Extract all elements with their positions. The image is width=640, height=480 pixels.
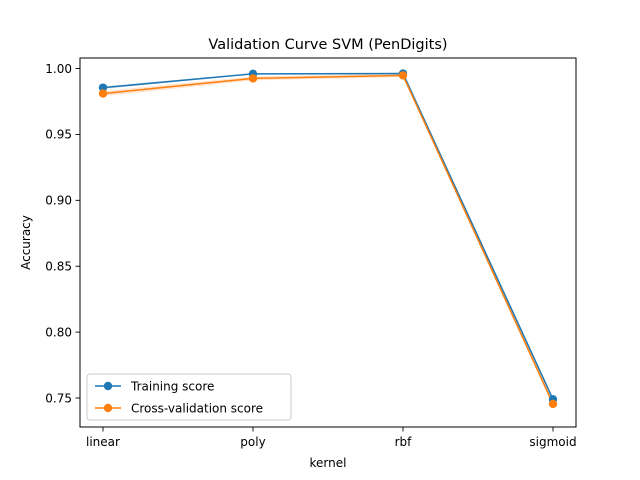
- y-tick-label-0-85: 0.85: [45, 260, 72, 274]
- point-cross-validation-rbf: [398, 71, 408, 80]
- x-tick-label-sigmoid: sigmoid: [529, 435, 576, 449]
- y-axis-label: Accuracy: [19, 215, 33, 270]
- y-axis-ticks: 0.75 0.80 0.85 0.90 0.95 1.00: [45, 62, 80, 405]
- x-axis-label: kernel: [310, 456, 347, 470]
- legend-swatch-marker-training: [103, 381, 113, 391]
- line-cross-validation: [102, 74, 554, 405]
- y-tick-label-0-75: 0.75: [45, 391, 72, 405]
- legend-box: [86, 373, 292, 421]
- chart-title: Validation Curve SVM (PenDigits): [208, 37, 447, 53]
- y-tick-label-0-95: 0.95: [45, 128, 72, 142]
- legend-label-training: Training score: [130, 380, 214, 394]
- x-tick-label-linear: linear: [86, 435, 120, 449]
- point-cross-validation-poly: [248, 74, 258, 83]
- y-tick-label-0-90: 0.90: [45, 194, 72, 208]
- series-lines: [102, 72, 554, 405]
- x-axis-ticks: linear poly rbf sigmoid: [86, 427, 577, 449]
- point-cross-validation-linear: [98, 89, 108, 98]
- legend: Training score Cross-validation score: [86, 373, 292, 421]
- legend-swatch-marker-cross-validation: [103, 403, 113, 413]
- point-training-linear: [98, 83, 108, 92]
- y-tick-label-1-00: 1.00: [45, 62, 72, 76]
- x-tick-label-poly: poly: [240, 435, 265, 449]
- x-tick-label-rbf: rbf: [395, 435, 413, 449]
- line-training: [102, 72, 554, 400]
- plot-area-frame: [79, 57, 577, 428]
- y-tick-label-0-80: 0.80: [45, 325, 72, 339]
- legend-label-cross-validation: Cross-validation score: [131, 402, 263, 416]
- series-markers: [98, 69, 558, 409]
- point-cross-validation-sigmoid: [548, 399, 558, 409]
